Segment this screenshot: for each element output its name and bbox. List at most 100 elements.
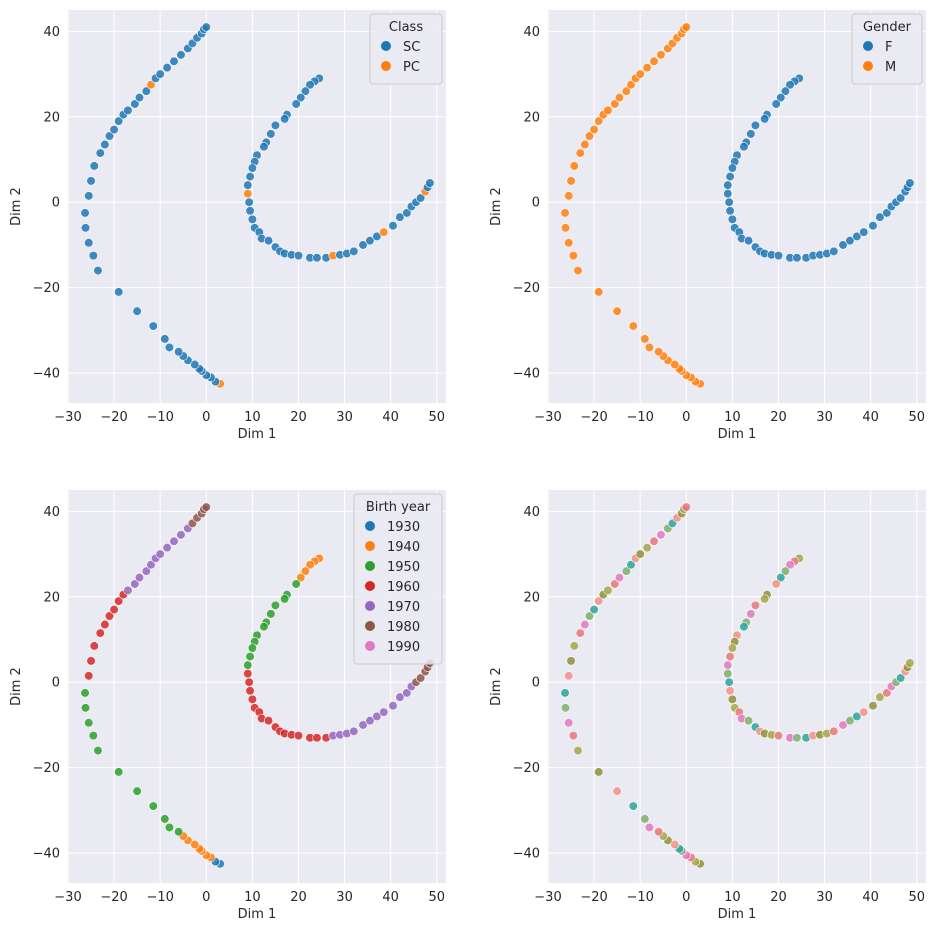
data-point <box>293 251 304 261</box>
data-point <box>724 197 734 207</box>
legend-marker <box>365 601 375 611</box>
data-point <box>905 658 915 668</box>
x-tick-label: −30 <box>54 890 81 905</box>
data-point <box>838 720 848 730</box>
data-point <box>280 594 290 604</box>
data-point <box>164 342 175 353</box>
legend-box <box>353 493 443 665</box>
data-point <box>349 246 359 256</box>
data-point <box>86 656 96 666</box>
data-point <box>312 733 322 743</box>
data-point <box>270 120 281 130</box>
x-tick-label: 30 <box>816 890 833 905</box>
data-point <box>155 69 165 79</box>
x-tick-label: 40 <box>382 890 399 905</box>
data-point <box>656 530 666 540</box>
legend-label: 1940 <box>387 540 420 555</box>
data-point <box>141 566 151 576</box>
legend-marker <box>381 61 391 71</box>
data-point <box>852 711 862 722</box>
data-point <box>169 536 179 546</box>
data-point <box>564 238 574 248</box>
y-tick-label: 20 <box>523 110 540 125</box>
data-point <box>293 731 304 741</box>
data-point <box>95 148 105 158</box>
x-tick-label: 0 <box>202 410 210 425</box>
data-point <box>416 673 426 683</box>
data-point <box>785 560 795 570</box>
data-point <box>93 265 103 276</box>
data-point <box>656 50 666 60</box>
legend-title: Birth year <box>366 500 431 515</box>
data-point <box>838 240 848 250</box>
y-tick-label: −40 <box>513 367 540 382</box>
x-tick-label: 40 <box>382 410 399 425</box>
data-point <box>640 334 650 344</box>
panel-bottom-left: −30 −20 −10 0 10 20 30 40 50 −40 −20 0 20 40 Dim 1 Dim … <box>9 490 446 922</box>
data-point <box>365 236 375 246</box>
data-point <box>723 660 733 670</box>
data-point <box>896 673 906 683</box>
data-point <box>114 287 124 297</box>
data-point <box>771 99 781 109</box>
legend-marker <box>365 621 375 631</box>
y-axis-label: Dim 2 <box>489 187 504 226</box>
data-point <box>560 223 571 233</box>
data-point <box>416 193 426 203</box>
x-axis-label: Dim 1 <box>718 427 757 442</box>
data-point <box>395 692 405 702</box>
data-point <box>792 253 802 263</box>
data-point <box>89 641 99 651</box>
data-point <box>635 69 645 79</box>
data-point <box>388 221 398 231</box>
panel-bottom-right: −30 −20 −10 0 10 20 30 40 50 −40 −20 0 20 40 Dim 1 Dim … <box>489 490 926 922</box>
x-tick-label: 50 <box>429 890 446 905</box>
data-point <box>243 189 253 199</box>
data-point <box>100 619 110 630</box>
data-point <box>670 839 680 850</box>
data-point <box>882 688 892 698</box>
x-tick-label: 0 <box>682 890 690 905</box>
data-point <box>644 342 655 353</box>
data-point <box>723 669 733 679</box>
data-point <box>291 99 301 109</box>
data-point <box>725 651 735 662</box>
data-point <box>146 80 156 90</box>
y-tick-label: 0 <box>52 196 60 211</box>
legend-marker <box>863 61 873 71</box>
data-point <box>312 253 322 263</box>
data-point <box>792 733 802 743</box>
data-point <box>771 579 781 589</box>
data-point <box>566 656 576 666</box>
data-point <box>244 677 254 687</box>
data-point <box>84 191 94 201</box>
data-point <box>148 321 158 331</box>
legend-marker <box>863 41 873 51</box>
data-point <box>155 549 165 559</box>
data-point <box>560 688 570 698</box>
data-point <box>296 92 306 103</box>
x-tick-label: 10 <box>724 410 741 425</box>
x-tick-label: −30 <box>534 890 561 905</box>
data-point <box>780 566 791 576</box>
x-axis-label: Dim 1 <box>718 907 757 922</box>
panel-top-right: −30 −20 −10 0 10 20 30 40 50 −40 −20 0 20 40 Dim 1 Dim … <box>489 10 926 442</box>
data-point <box>681 502 691 512</box>
data-point <box>746 609 756 619</box>
data-point <box>123 105 133 115</box>
data-point <box>868 221 878 231</box>
y-tick-label: 20 <box>43 110 60 125</box>
data-point <box>610 579 620 589</box>
y-tick-label: 40 <box>43 25 60 40</box>
data-point <box>785 80 795 90</box>
data-point <box>603 105 613 115</box>
data-point <box>626 560 636 570</box>
data-point <box>402 688 412 698</box>
data-point <box>123 585 133 595</box>
x-tick-label: −30 <box>534 410 561 425</box>
points-group <box>560 502 915 869</box>
data-point <box>162 543 172 553</box>
data-point <box>575 148 585 158</box>
data-point <box>247 163 257 173</box>
y-tick-label: −20 <box>513 281 540 296</box>
